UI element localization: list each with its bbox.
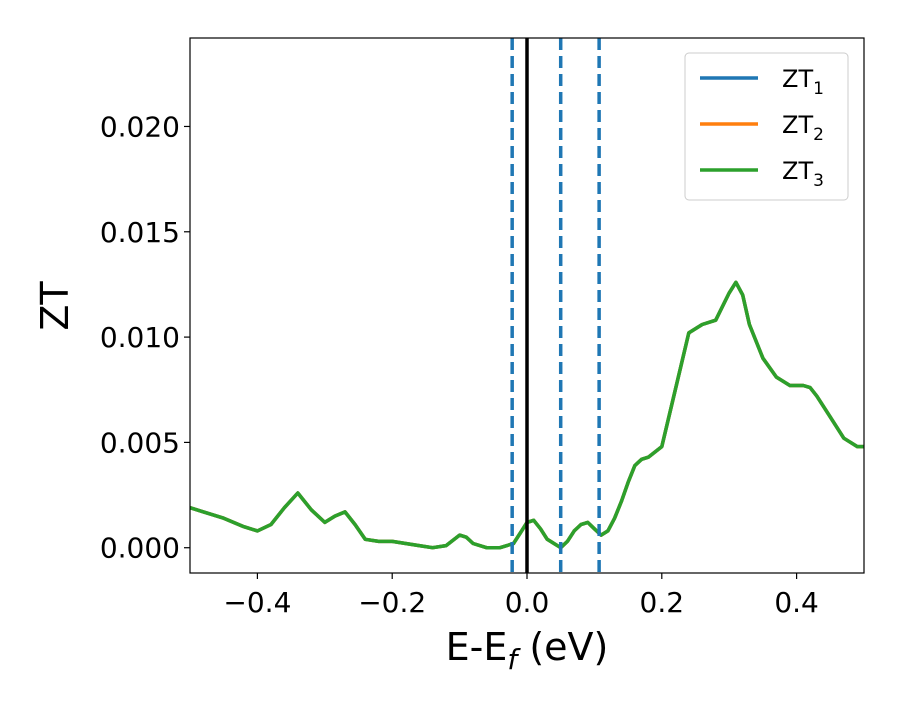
plot-area (190, 38, 864, 573)
x-tick-label: 0.0 (505, 586, 550, 619)
y-tick-label: 0.005 (100, 426, 180, 459)
y-axis-title: ZT (33, 281, 77, 331)
legend-label-3: ZT3 (782, 157, 824, 191)
x-tick-label: 0.4 (774, 586, 819, 619)
legend: ZT1 ZT2 ZT3 (684, 52, 849, 201)
y-tick-label: 0.015 (100, 216, 180, 249)
legend-label-2: ZT2 (782, 111, 824, 145)
y-tick-label: 0.020 (100, 110, 180, 143)
x-axis: −0.4 −0.2 0.0 0.2 0.4 (223, 573, 819, 619)
y-tick-label: 0.000 (100, 532, 180, 565)
y-axis: 0.000 0.005 0.010 0.015 0.020 (100, 110, 190, 565)
x-tick-label: −0.2 (358, 586, 426, 619)
x-axis-title: E-Ef (eV) (446, 625, 609, 676)
legend-label-1: ZT1 (782, 65, 824, 99)
y-tick-label: 0.010 (100, 321, 180, 354)
legend-box (684, 52, 849, 201)
x-tick-label: −0.4 (223, 586, 291, 619)
x-tick-label: 0.2 (640, 586, 685, 619)
